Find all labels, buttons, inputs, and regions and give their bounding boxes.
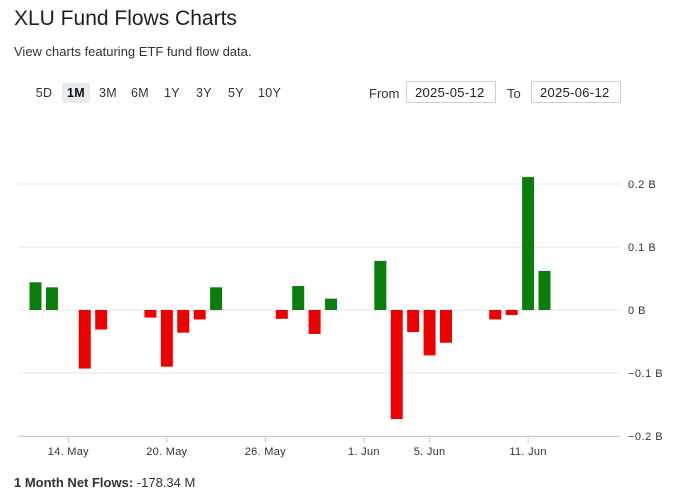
outflow-bar [423,310,436,356]
net-flows-summary: 1 Month Net Flows: -178.34 M [14,475,195,490]
outflow-bar [160,310,173,367]
range-button-3y[interactable]: 3Y [196,86,212,100]
x-tick-label: 26. May [245,446,286,458]
outflow-bar [78,310,91,369]
to-label: To [507,86,521,101]
fund-flows-chart: 0.2 B 0.1 B 0 B −0.1 B −0.2 B 14. May 20. May 2… [18,177,663,458]
to-date-input[interactable]: 2025-06-12 [531,81,621,103]
x-tick-label: 11. Jun [509,446,546,458]
x-tick-label: 20. May [146,446,187,458]
inflow-bar [292,286,305,310]
x-tick-label: 1. Jun [348,446,380,458]
outflow-bar [505,310,518,316]
range-button-1y[interactable]: 1Y [164,86,180,100]
outflow-bar [407,310,420,333]
outflow-bar [275,310,288,319]
net-flows-value: -178.34 M [136,475,196,490]
from-date-input[interactable]: 2025-05-12 [406,81,496,103]
inflow-bar [210,287,223,310]
range-button-6m[interactable]: 6M [131,86,149,100]
outflow-bar [390,310,403,419]
y-tick-label: 0 B [628,305,646,317]
outflow-bar [308,310,321,334]
y-tick-label: −0.1 B [628,368,663,380]
page-subtitle: View charts featuring ETF fund flow data… [14,44,252,59]
range-button-5y[interactable]: 5Y [228,86,244,100]
outflow-bar [440,310,452,343]
range-selector: 5D 1M 3M 6M 1Y 3Y 5Y 10Y [30,83,285,103]
range-button-3m[interactable]: 3M [99,86,117,100]
net-flows-label: 1 Month Net Flows: [14,475,134,490]
inflow-bar [374,260,387,310]
from-label: From [369,86,400,101]
outflow-bar [193,310,206,320]
x-tick-label: 5. Jun [414,446,446,458]
inflow-bar [538,270,551,310]
range-button-1m[interactable]: 1M [62,83,90,103]
page-title: XLU Fund Flows Charts [14,7,237,30]
outflow-bar [177,310,190,333]
outflow-bar [489,310,502,320]
outflow-bar [144,310,157,318]
inflow-bar [522,177,535,310]
inflow-bar [29,282,42,310]
range-button-10y[interactable]: 10Y [258,86,282,100]
inflow-bar [45,287,58,310]
inflow-bar [325,298,338,310]
x-tick-label: 14. May [48,446,89,458]
y-tick-label: −0.2 B [628,431,663,443]
y-tick-label: 0.2 B [628,179,656,191]
outflow-bar [95,310,108,330]
y-tick-label: 0.1 B [628,242,656,254]
range-button-5d[interactable]: 5D [35,86,53,100]
